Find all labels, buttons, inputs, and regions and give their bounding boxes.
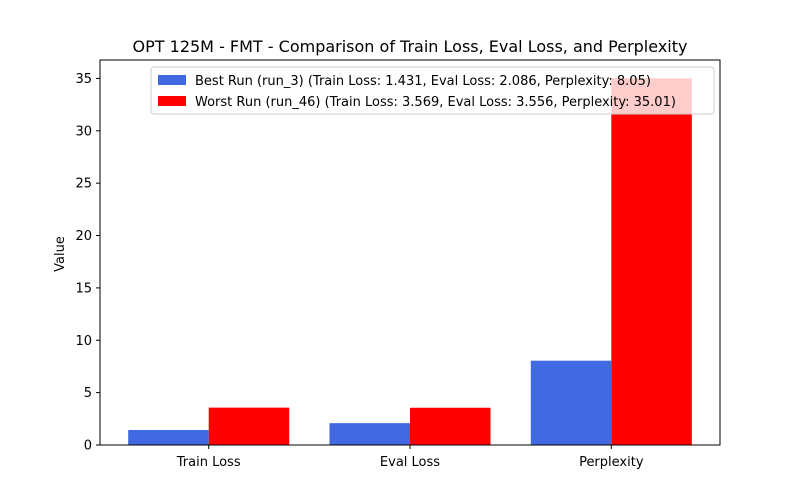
y-axis-label: Value [53, 236, 68, 272]
y-tick-label: 5 [84, 386, 92, 401]
y-tick-label: 30 [75, 124, 92, 139]
bar-worst-train-loss [208, 407, 290, 445]
x-tick-label: Eval Loss [380, 455, 440, 470]
x-tick-label: Perplexity [579, 455, 644, 470]
bar-worst-perplexity [611, 78, 692, 446]
bar-best-perplexity [530, 360, 612, 445]
bars-layer [128, 78, 692, 446]
chart-title: OPT 125M - FMT - Comparison of Train Los… [133, 37, 688, 56]
y-tick-label: 0 [84, 439, 92, 454]
y-tick-label: 25 [75, 177, 92, 192]
legend-box [150, 66, 715, 115]
legend-swatch [158, 75, 186, 85]
y-tick-label: 15 [75, 281, 92, 296]
y-tick-label: 20 [75, 229, 92, 244]
bar-best-train-loss [128, 430, 209, 445]
legend-swatch [158, 96, 186, 106]
legend: Best Run (run_3) (Train Loss: 1.431, Eva… [150, 66, 715, 115]
bar-worst-eval-loss [410, 407, 491, 445]
y-tick-label: 10 [75, 334, 92, 349]
legend-label: Best Run (run_3) (Train Loss: 1.431, Eva… [195, 74, 651, 89]
bar-best-eval-loss [329, 423, 410, 445]
axes-layer: 0 5 10 15 20 25 30 35 Train Loss Eval Loss Perplex… [75, 59, 721, 470]
y-tick-label: 35 [75, 72, 92, 87]
legend-label: Worst Run (run_46) (Train Loss: 3.569, E… [195, 95, 676, 110]
x-tick-label: Train Loss [176, 455, 241, 470]
